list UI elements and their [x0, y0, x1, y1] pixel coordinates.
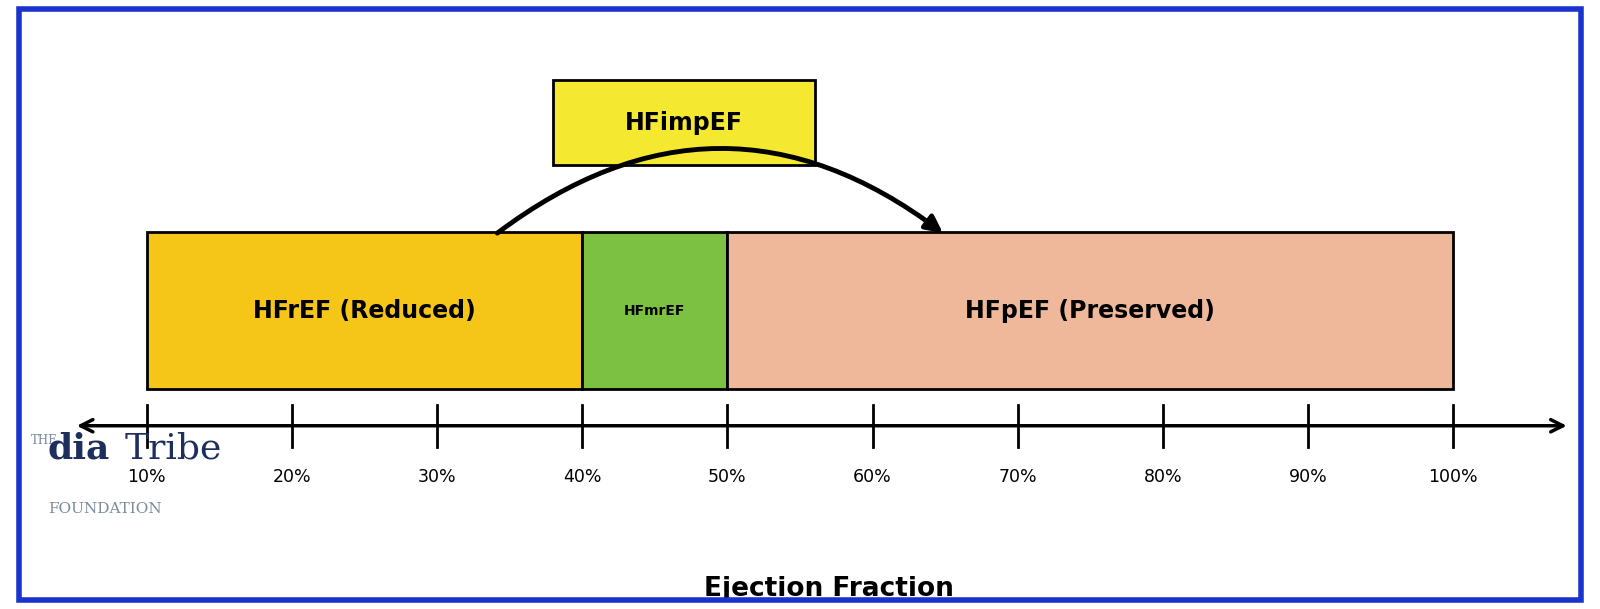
FancyBboxPatch shape: [728, 232, 1453, 389]
Text: HFpEF (Preserved): HFpEF (Preserved): [965, 298, 1216, 323]
Text: 60%: 60%: [853, 468, 891, 486]
Text: 30%: 30%: [418, 468, 456, 486]
FancyBboxPatch shape: [582, 232, 728, 389]
Text: HFimpEF: HFimpEF: [626, 111, 742, 135]
Text: 90%: 90%: [1290, 468, 1328, 486]
Text: dia: dia: [48, 431, 110, 465]
Text: Tribe: Tribe: [125, 431, 222, 465]
Text: 80%: 80%: [1144, 468, 1182, 486]
FancyBboxPatch shape: [147, 232, 582, 389]
Text: 20%: 20%: [272, 468, 310, 486]
Text: THE: THE: [30, 434, 58, 447]
Text: 70%: 70%: [998, 468, 1037, 486]
Text: 50%: 50%: [709, 468, 747, 486]
FancyBboxPatch shape: [554, 80, 814, 165]
Text: FOUNDATION: FOUNDATION: [48, 502, 162, 516]
Text: Ejection Fraction: Ejection Fraction: [704, 576, 954, 602]
Text: HFmrEF: HFmrEF: [624, 303, 685, 317]
Text: 100%: 100%: [1429, 468, 1478, 486]
Text: HFrEF (Reduced): HFrEF (Reduced): [253, 298, 475, 323]
Text: 40%: 40%: [563, 468, 602, 486]
Text: 10%: 10%: [128, 468, 166, 486]
